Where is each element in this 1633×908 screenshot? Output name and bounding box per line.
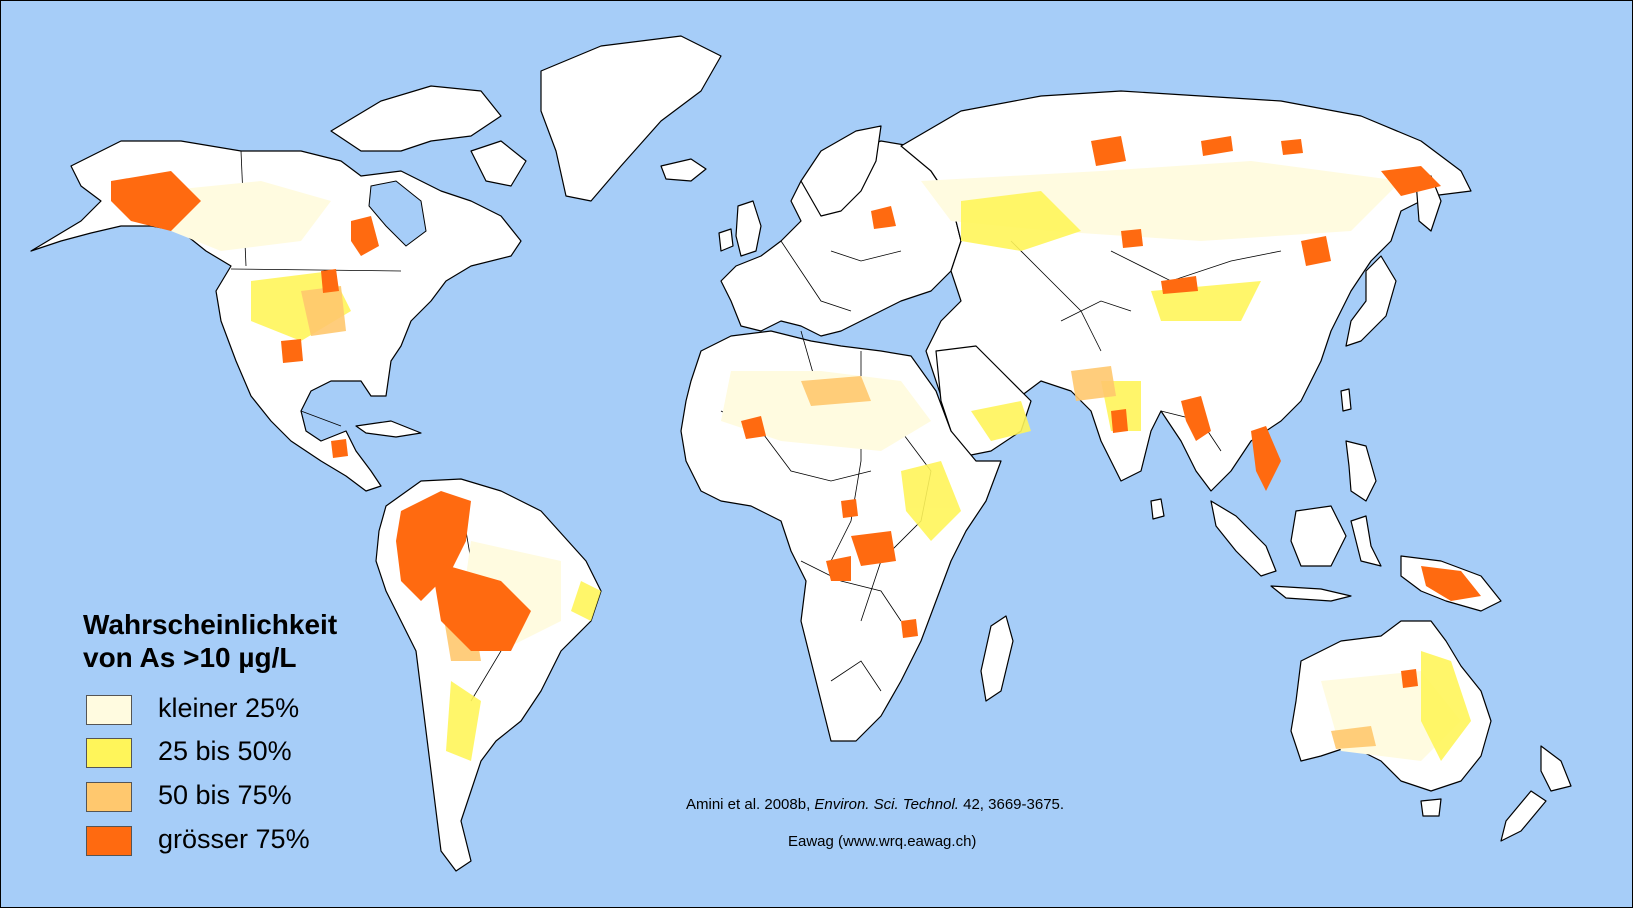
- hotspot-amazon: [396, 491, 471, 601]
- arctic-islands: [330, 85, 502, 152]
- hotspot-new-guinea: [1421, 566, 1481, 601]
- sulawesi: [1350, 515, 1382, 567]
- probability-zones: [111, 136, 1481, 761]
- greenland: [540, 35, 722, 202]
- hotspot-bengal: [1181, 396, 1211, 441]
- borneo: [1290, 505, 1347, 567]
- cuba: [355, 420, 422, 438]
- citation-details: 42, 3669-3675.: [958, 796, 1065, 813]
- british-isles: [735, 200, 762, 257]
- iceland: [660, 158, 707, 182]
- legend-swatch-very-high: [86, 826, 132, 856]
- legend-label-high: 50 bis 75%: [158, 780, 292, 810]
- legend-title: Wahrscheinlichkeit von As >10 µg/L: [83, 608, 337, 674]
- java: [1270, 585, 1352, 602]
- legend-label-low: kleiner 25%: [158, 693, 300, 723]
- sumatra: [1210, 500, 1277, 577]
- new-zealand: [1540, 745, 1572, 792]
- citation-authors: Amini et al. 2008b,: [686, 796, 815, 813]
- legend-label-medium: 25 bis 50%: [158, 736, 292, 766]
- citation: Amini et al. 2008b, Environ. Sci. Techno…: [686, 796, 1064, 813]
- credit: Eawag (www.wrq.eawag.ch): [788, 833, 977, 850]
- tasmania: [1420, 798, 1442, 817]
- legend-swatch-low: [86, 695, 132, 725]
- citation-journal: Environ. Sci. Technol.: [814, 796, 959, 813]
- legend-swatch-medium: [86, 738, 132, 768]
- madagascar: [980, 615, 1014, 702]
- legend-swatch-high: [86, 782, 132, 812]
- japan: [1345, 255, 1397, 347]
- hudson-bay: [368, 180, 427, 247]
- hotspot-alaska: [111, 171, 201, 231]
- legend-label-very-high: grösser 75%: [158, 824, 310, 854]
- legend-title-line1: Wahrscheinlichkeit: [83, 609, 338, 640]
- scandinavia: [800, 125, 882, 217]
- legend-title-line2: von As >10 µg/L: [83, 642, 297, 673]
- philippines: [1345, 440, 1377, 502]
